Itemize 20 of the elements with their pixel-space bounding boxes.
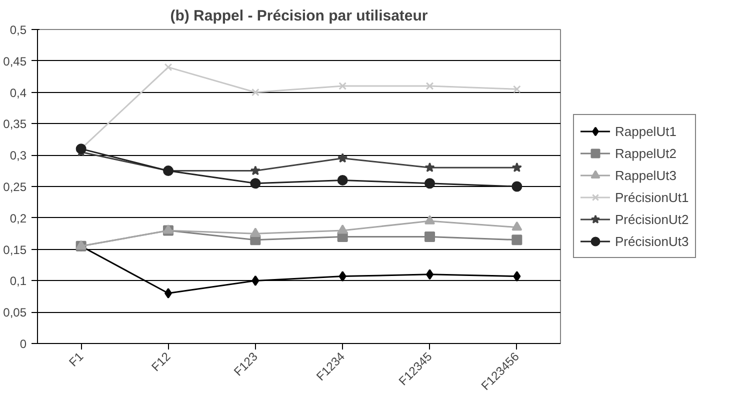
y-tick-label: 0,25 bbox=[3, 180, 27, 194]
legend-label: PrécisionUt3 bbox=[615, 234, 689, 248]
legend-label: RappelUt1 bbox=[615, 124, 676, 138]
x-tick-label: F12 bbox=[148, 349, 174, 374]
y-tick-label: 0,35 bbox=[3, 117, 27, 132]
y-tick-label: 0,15 bbox=[3, 242, 27, 257]
y-tick-label: 0,4 bbox=[10, 86, 27, 100]
legend-label: PrécisionUt1 bbox=[615, 190, 689, 204]
legend-label: PrécisionUt2 bbox=[615, 212, 689, 226]
x-tick-label: F1 bbox=[66, 349, 86, 370]
y-tick-label: 0,2 bbox=[10, 211, 27, 226]
y-tick-label: 0,45 bbox=[3, 54, 27, 68]
legend-label: RappelUt2 bbox=[615, 146, 676, 160]
chart-title: (b) Rappel - Précision par utilisateur bbox=[170, 8, 428, 24]
y-tick-label: 0,5 bbox=[10, 23, 27, 37]
y-tick-label: 0,1 bbox=[10, 274, 27, 288]
y-tick-label: 0 bbox=[20, 337, 27, 351]
legend-label: RappelUt3 bbox=[615, 168, 676, 182]
y-tick-label: 0,3 bbox=[10, 148, 27, 163]
y-tick-label: 0,05 bbox=[3, 306, 27, 320]
